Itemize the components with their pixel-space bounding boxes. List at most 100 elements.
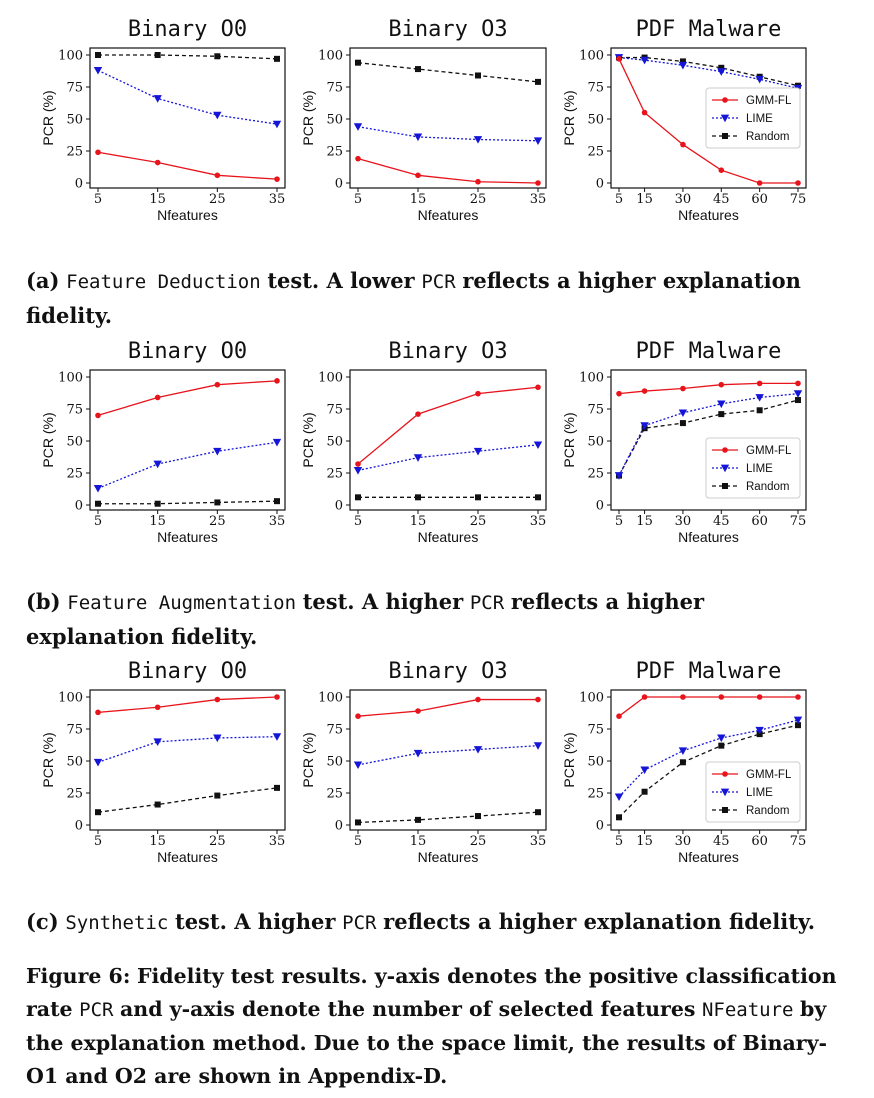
figure-caption-label: Figure 6: [26,964,131,988]
legend-label: LIME [746,113,773,125]
y-tick-label: 100 [318,691,343,706]
plot-frame [349,47,547,189]
data-point [718,742,725,749]
data-point [718,694,725,700]
x-tick-label: 15 [149,192,166,207]
series-line-lime [618,719,799,798]
plot-frame [610,47,807,189]
legend [705,87,801,149]
data-point [272,733,282,741]
data-point [718,381,725,388]
caption-b-text2: reflects a higher explanation fidelity. [26,589,705,649]
data-point [93,66,103,75]
x-tick-label: 5 [94,192,102,207]
data-point [475,72,481,79]
data-point [756,180,763,186]
chart-title: Binary O3 [388,17,507,42]
chart-panel: PDF Malware 0 25 50 75 100 5 15 30 45 60 75 Nfeature… [561,17,807,223]
data-point [679,759,686,766]
x-tick-label: 45 [713,834,730,849]
x-tick-label: 35 [269,834,286,849]
series-line-lime [357,744,539,766]
x-tick-label: 15 [149,514,166,529]
data-point [473,136,483,144]
y-tick-label: 50 [326,113,343,128]
series-line-random [618,724,799,818]
legend-label: LIME [746,787,773,799]
x-axis-label: Nfeatures [418,529,479,545]
legend-marker [722,807,728,813]
y-tick-label: 0 [335,499,343,514]
data-point [274,55,280,62]
x-tick-label: 60 [751,192,768,207]
data-point [795,380,801,387]
series-line-random [357,62,539,83]
data-point [214,53,221,60]
plot-frame [89,369,286,511]
chart-title: PDF Malware [636,339,782,364]
x-tick-label: 25 [209,192,226,207]
data-point [154,801,161,808]
data-point [413,454,423,462]
data-point [274,378,280,384]
y-tick-label: 25 [66,787,83,802]
legend [705,761,801,823]
data-point [415,66,421,73]
y-tick-label: 75 [326,81,343,96]
caption-a-metric: PCR [421,271,456,293]
data-point [95,412,101,419]
data-point [274,176,280,182]
y-tick-label: 75 [66,403,83,418]
chart-panel: Binary O3 0 25 50 75 100 5 15 25 35 Nfeatures PCR (… [300,339,547,545]
series-line-gmm-fl [357,386,539,465]
data-point [755,394,764,402]
data-point [154,500,161,507]
chart-panel: PDF Malware 0 25 50 75 100 5 15 30 45 60 75 Nfeature… [561,659,807,865]
series-line-lime [618,392,799,476]
x-tick-label: 75 [790,192,807,207]
data-point [153,460,162,469]
legend-marker [722,483,728,489]
data-point [95,149,101,156]
data-point [614,472,624,480]
y-tick-label: 50 [587,113,604,128]
y-axis-label: PCR (%) [40,732,56,787]
y-tick-label: 25 [326,467,343,482]
data-point [153,95,162,103]
y-axis-label: PCR (%) [300,732,316,787]
data-point [154,704,161,711]
y-tick-label: 100 [318,49,343,64]
legend [705,437,801,499]
data-point [614,793,624,802]
y-tick-label: 0 [75,177,83,192]
x-tick-label: 15 [636,514,653,529]
series-line-random [618,399,799,476]
data-point [718,167,725,173]
data-point [475,813,481,820]
series-line-gmm-fl [357,698,538,717]
caption-c: (c) Synthetic test. A higher PCR reflect… [26,905,841,940]
y-tick-label: 75 [587,81,604,96]
chart-title: Binary O3 [388,339,507,364]
legend-marker [722,447,728,453]
data-point [616,390,622,397]
data-point [475,696,481,703]
data-point [93,484,103,493]
x-tick-label: 25 [470,834,487,849]
data-point [214,499,221,506]
data-point [678,409,688,418]
x-tick-label: 60 [751,834,768,849]
legend-label: Random [746,481,789,493]
data-point [755,75,764,84]
data-point [679,420,686,427]
x-tick-label: 15 [410,514,427,529]
legend-label: Random [746,131,789,143]
x-tick-label: 15 [636,834,653,849]
data-point [355,59,361,66]
data-point [413,133,423,142]
data-point [535,180,541,186]
x-axis-label: Nfeatures [157,207,218,223]
data-point [213,734,222,743]
series-line-gmm-fl [618,696,798,717]
y-tick-label: 75 [587,403,604,418]
